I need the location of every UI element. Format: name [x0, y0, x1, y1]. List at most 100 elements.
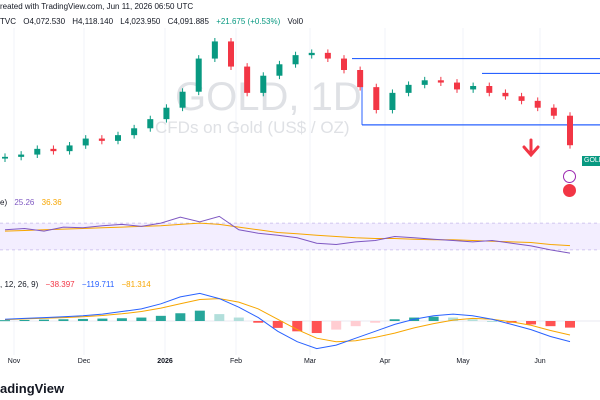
candle	[534, 100, 541, 108]
x-tick-label: Feb	[229, 358, 243, 365]
x-tick-label: Dec	[77, 358, 91, 365]
candle	[373, 87, 380, 110]
candle	[454, 82, 460, 90]
macd-params: , 12, 26, 9)	[0, 280, 39, 289]
macd-histogram-bar	[292, 321, 303, 332]
macd-histogram-bar	[77, 318, 88, 321]
x-tick-label: Nov	[7, 358, 21, 365]
rsi-pane	[0, 215, 600, 254]
open-value: O4,072.530	[23, 17, 66, 26]
candle	[470, 86, 477, 90]
close-value: C4,091.885	[167, 17, 209, 26]
macd-histogram-bar	[389, 319, 400, 321]
candle	[276, 64, 283, 76]
macd-histogram-value: −38.397	[45, 280, 75, 289]
flag-icon[interactable]	[563, 184, 576, 197]
macd-histogram-bar	[0, 320, 10, 322]
rsi-value: 25.26	[14, 198, 35, 207]
macd-histogram-bar	[253, 321, 264, 323]
macd-histogram-bar	[311, 321, 322, 334]
brand-logo-text: adingView	[0, 381, 65, 396]
x-tick-label: Apr	[379, 358, 391, 365]
grid	[13, 28, 541, 355]
watermark-description: CFDs on Gold (US$ / OZ)	[155, 118, 350, 137]
rsi-ma-value: 36.36	[41, 198, 62, 207]
candle	[66, 145, 73, 152]
candle	[2, 156, 8, 159]
low-value: L4,023.950	[120, 17, 161, 26]
horizontal-levels	[352, 57, 600, 126]
macd-histogram-bar	[428, 316, 439, 321]
macd-histogram-bar	[175, 313, 186, 321]
rsi-name: e)	[0, 198, 8, 207]
change-value: +21.675 (+0.53%)	[216, 17, 281, 26]
candle	[567, 115, 573, 146]
macd-histogram-bar	[545, 321, 556, 327]
candle	[244, 66, 251, 93]
down-arrow	[522, 138, 540, 158]
rsi-legend: e) 25.26 36.36	[0, 198, 67, 207]
macd-histogram-bar	[565, 321, 575, 328]
macd-signal-line	[4, 298, 571, 343]
down-arrow-annotation	[522, 138, 540, 158]
macd-histogram-bar	[116, 318, 127, 321]
macd-histogram-bar	[350, 321, 361, 327]
high-value: H4,118.140	[72, 17, 114, 26]
candle	[421, 80, 428, 85]
candle	[34, 148, 41, 155]
candle	[357, 70, 364, 88]
macd-histogram-bar	[233, 317, 244, 321]
candle	[115, 135, 121, 141]
macd-histogram-bar	[331, 321, 342, 330]
candle	[18, 154, 25, 157]
candle	[131, 128, 138, 136]
candle	[389, 92, 396, 110]
macd-histogram-bar	[38, 319, 49, 321]
macd-histogram-bar	[448, 317, 459, 321]
candle	[550, 107, 557, 116]
symbol-short: TVC	[0, 17, 16, 26]
macd-histogram-bar	[487, 321, 498, 322]
candle	[260, 75, 267, 93]
created-line: reated with TradingView.com, Jun 11, 202…	[0, 2, 194, 11]
macd-histogram-bar	[370, 321, 381, 323]
candle	[324, 52, 331, 59]
macd-line	[4, 292, 571, 350]
candle	[518, 96, 525, 101]
candle	[82, 138, 89, 146]
candle	[486, 86, 493, 93]
candle	[341, 58, 347, 70]
macd-histogram-bar	[272, 321, 283, 328]
watermark-symbol: GOLD, 1D	[175, 75, 362, 119]
candle	[147, 119, 154, 129]
candle	[228, 41, 234, 67]
volume-value: Vol0	[287, 17, 304, 26]
x-tick-label: Mar	[303, 358, 317, 365]
candle	[308, 52, 315, 56]
macd-histogram-bar	[97, 318, 108, 321]
macd-histogram-bar	[19, 319, 30, 321]
macd-histogram-bar	[155, 315, 166, 321]
macd-histogram-bar	[136, 317, 147, 321]
macd-histogram-bar	[194, 310, 205, 321]
macd-histogram-bar	[58, 319, 69, 321]
macd-histogram-bar	[467, 319, 478, 321]
candle	[163, 107, 170, 120]
ohlc-legend: TVC O4,072.530 H4,118.140 L4,023.950 C4,…	[0, 17, 308, 26]
candle	[50, 148, 57, 152]
rsi-line	[4, 215, 571, 254]
candle	[502, 92, 509, 97]
candle	[437, 80, 444, 83]
candle	[211, 41, 218, 59]
macd-histogram-bar	[214, 314, 225, 321]
event-icon[interactable]	[563, 170, 576, 183]
candle	[405, 84, 412, 93]
candles	[2, 38, 573, 162]
rsi-ma-line	[4, 222, 571, 247]
price-tag: GOLD	[582, 156, 600, 166]
x-tick-label: Jun	[534, 358, 546, 365]
candle	[179, 91, 186, 108]
macd-pane	[0, 292, 600, 350]
macd-legend: , 12, 26, 9) −38.397 −119.711 −81.314	[0, 280, 156, 289]
